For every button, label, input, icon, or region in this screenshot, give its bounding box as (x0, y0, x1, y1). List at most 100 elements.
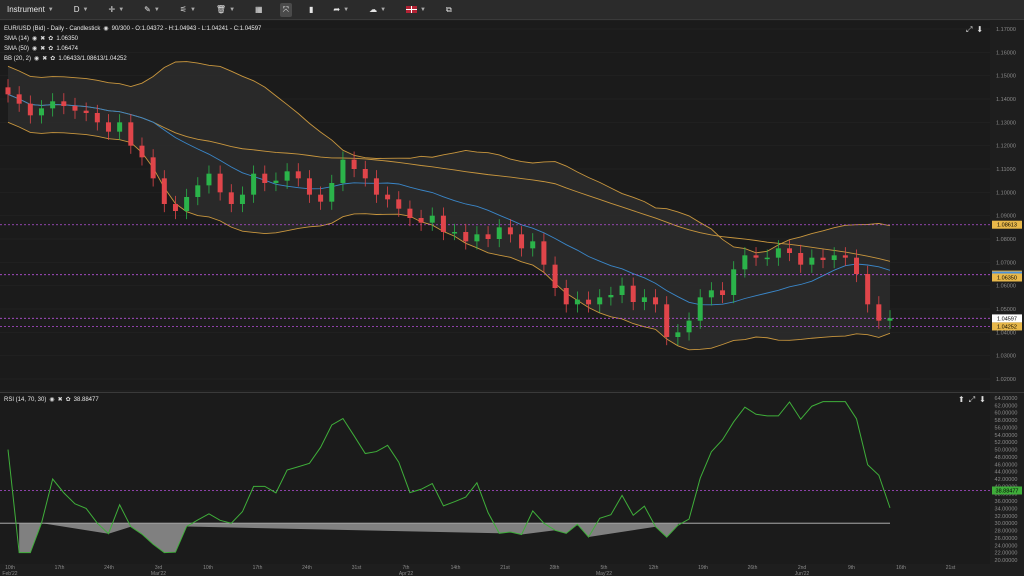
close-icon[interactable]: ✖ (42, 56, 48, 62)
weather-dropdown[interactable]: ☁ ▼ (366, 3, 389, 16)
eye-icon[interactable]: ◉ (103, 26, 109, 32)
rsi-value: 38.88477 (73, 397, 99, 403)
candle-body (574, 299, 580, 305)
close-icon[interactable]: ✖ (40, 36, 46, 42)
share-dropdown[interactable]: ➦ ▼ (330, 3, 352, 16)
close-icon[interactable]: ✖ (40, 46, 46, 52)
candle-body (675, 332, 681, 337)
expand-icon[interactable]: ⤢ (966, 25, 973, 34)
arrow-down-icon[interactable]: ⬇ (979, 395, 986, 404)
candle-body (485, 234, 491, 239)
candle-body (105, 122, 111, 132)
sma50-label: SMA (50) (4, 46, 30, 52)
time-tick-label: 17th (55, 565, 65, 571)
gear-icon[interactable]: ✿ (50, 56, 56, 62)
chevron-down-icon: ▼ (153, 6, 160, 13)
gear-icon[interactable]: ✿ (65, 397, 71, 403)
candle-body (61, 101, 67, 106)
delete-tool[interactable]: 🗑 ▼ (213, 3, 238, 16)
chevron-down-icon: ▼ (118, 6, 125, 13)
candle-body (94, 113, 100, 123)
time-tick-label: 3rd (155, 565, 162, 571)
chart-type-button[interactable]: ▮ (306, 3, 316, 16)
candle-body (753, 255, 759, 258)
eye-icon[interactable]: ◉ (34, 56, 40, 62)
indicator-tool[interactable]: ⚟ ▼ (177, 3, 199, 16)
rsi-panel-controls: ⬆ ⤢ ⬇ (958, 395, 986, 405)
candle-body (887, 318, 893, 321)
price-panel[interactable]: 1.17000 1.16000 1.15000 1.14000 1.13000 1.120… (0, 21, 1024, 390)
candle-body (586, 299, 592, 305)
gear-icon[interactable]: ✿ (48, 36, 54, 42)
time-month-label: Mar'22 (151, 571, 166, 576)
arrow-down-icon[interactable]: ⬇ (976, 25, 984, 34)
draw-tool[interactable]: ✎ ▼ (141, 3, 163, 16)
rsi-tick-label: 56.00000 (995, 425, 1018, 431)
layout-button[interactable]: ▦ (252, 3, 266, 16)
rsi-tick-label: 22.00000 (995, 551, 1018, 557)
candle-body (295, 171, 301, 179)
sma14-value: 1.06350 (56, 36, 79, 42)
candle-body (507, 227, 513, 235)
close-icon[interactable]: ✖ (57, 397, 63, 403)
time-tick-label: 28th (550, 565, 560, 571)
rsi-panel[interactable]: 64.00000 62.00000 60.00000 58.00000 56.00000… (0, 392, 1024, 564)
candle-body (385, 194, 391, 200)
eye-icon[interactable]: ◉ (32, 36, 38, 42)
candle-body (172, 204, 178, 211)
chevron-down-icon: ▼ (82, 6, 89, 13)
rsi-tick-label: 52.00000 (995, 440, 1018, 446)
chevron-down-icon: ▼ (229, 6, 236, 13)
price-tick-label: 1.06000 (996, 284, 1016, 290)
instrument-dropdown[interactable]: Instrument ▼ (4, 3, 57, 16)
sma50-value: 1.06474 (56, 46, 79, 52)
fullscreen-button[interactable]: ⤧ (279, 2, 292, 17)
popout-button[interactable]: ⧉ (443, 3, 455, 17)
price-chart[interactable]: 1.17000 1.16000 1.15000 1.14000 1.13000 1.120… (0, 21, 1024, 390)
language-dropdown[interactable]: ▼ (403, 4, 429, 15)
candle-body (16, 94, 22, 104)
crosshair-tool[interactable]: ✛ ▼ (105, 3, 127, 16)
price-tag-label: 1.04252 (997, 324, 1017, 330)
rsi-tag (992, 486, 1022, 495)
timeframe-dropdown[interactable]: D ▼ (71, 3, 92, 16)
arrow-up-icon[interactable]: ⬆ (958, 395, 965, 404)
candle-body (474, 234, 480, 242)
candle-body (362, 169, 368, 179)
eye-icon[interactable]: ◉ (49, 397, 55, 403)
time-tick-label: 31st (352, 565, 362, 571)
ohlc-label: 90/300 - O:1.04372 - H:1.04943 - L:1.042… (111, 26, 262, 32)
candle-body (306, 178, 312, 195)
rsi-tick-label: 62.00000 (995, 403, 1018, 409)
bollinger-upper (7, 61, 891, 254)
candle-body (429, 215, 435, 223)
gear-icon[interactable]: ✿ (48, 46, 54, 52)
rsi-tick-label: 42.00000 (995, 477, 1018, 483)
time-tick-label: 21st (500, 565, 510, 571)
rsi-tick-label: 28.00000 (995, 529, 1018, 535)
rsi-tick-label: 30.00000 (995, 521, 1018, 527)
expand-icon[interactable]: ⤢ (968, 395, 976, 404)
candle-body (440, 215, 446, 232)
eye-icon[interactable]: ◉ (32, 46, 38, 52)
fullscreen-icon: ⤧ (282, 4, 289, 14)
candle-body (72, 106, 78, 111)
crosshair-icon: ✛ (108, 5, 116, 14)
price-tick-label: 1.05000 (996, 307, 1016, 313)
candle-body (83, 110, 89, 113)
time-axis-bg (0, 564, 1024, 576)
candle-body (619, 285, 625, 295)
bb-label: BB (20, 2) (4, 56, 32, 62)
candle-body (664, 304, 670, 337)
candle-body (195, 185, 201, 197)
bar-chart-icon: ▮ (309, 5, 314, 14)
time-tick-label: 2nd (798, 565, 807, 571)
candle-body (340, 159, 346, 183)
rsi-tick-label: 58.00000 (995, 418, 1018, 424)
price-tick-label: 1.03000 (996, 354, 1016, 360)
trash-icon: 🗑 (215, 5, 227, 14)
time-tick-label: 7th (403, 565, 410, 571)
candle-body (329, 183, 335, 202)
time-tick-label: 12th (649, 565, 659, 571)
